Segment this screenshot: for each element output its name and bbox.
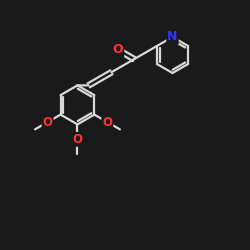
Text: O: O: [113, 43, 123, 56]
Text: O: O: [102, 116, 112, 128]
Text: N: N: [167, 30, 178, 44]
Text: O: O: [42, 116, 52, 128]
Text: O: O: [72, 133, 83, 146]
